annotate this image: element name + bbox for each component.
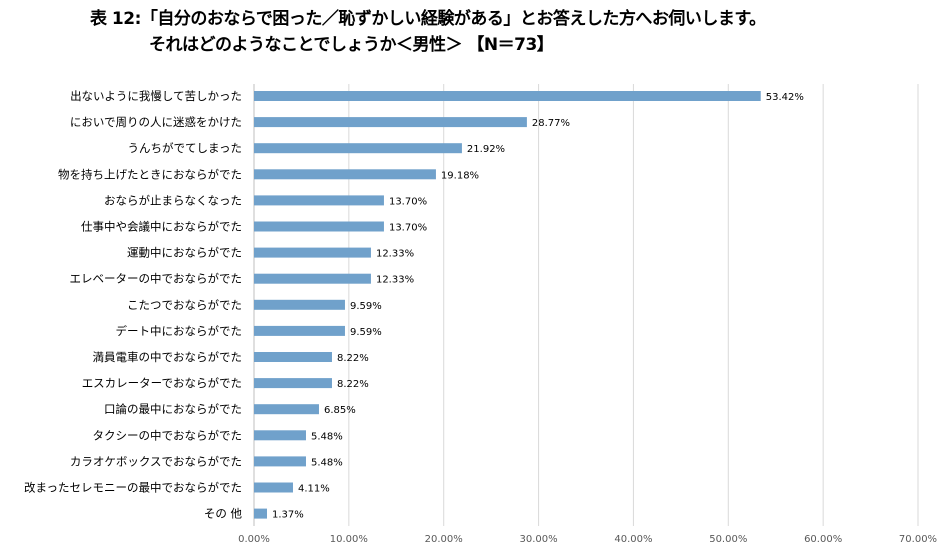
data-label: 19.18% <box>441 170 479 181</box>
data-label: 21.92% <box>467 144 505 155</box>
data-label: 13.70% <box>389 196 427 207</box>
bar <box>254 299 345 310</box>
bar <box>254 352 332 362</box>
category-label: デート中におならがでた <box>116 324 243 338</box>
bar <box>254 143 462 154</box>
bar <box>254 456 306 467</box>
category-label: 運動中におならがでた <box>127 246 242 260</box>
bar <box>254 508 267 519</box>
category-label: 物を持ち上げたときにおならがでた <box>58 167 242 181</box>
bar <box>254 378 332 389</box>
category-label: エスカレーターでおならがでた <box>82 376 242 390</box>
category-label: おならが止まらなくなった <box>104 193 242 207</box>
data-label: 13.70% <box>389 223 427 234</box>
category-label: 満員電車の中でおならがでた <box>93 350 243 364</box>
bar <box>254 482 293 493</box>
data-label: 12.33% <box>376 249 414 260</box>
category-label: 出ないように我慢して苦しかった <box>70 89 242 103</box>
x-tick-label: 10.00% <box>330 534 368 545</box>
category-label: その 他 <box>204 507 243 521</box>
category-label: 改まったセレモニーの最中でおならがでた <box>24 481 242 495</box>
bar <box>254 117 527 128</box>
category-label: タクシーの中でおならがでた <box>93 428 243 442</box>
category-label: 仕事中や会議中におならがでた <box>81 220 242 234</box>
data-label: 12.33% <box>376 275 414 286</box>
category-label: カラオケボックスでおならがでた <box>70 454 242 468</box>
bar <box>254 404 319 415</box>
bar <box>254 195 384 206</box>
x-tick-label: 40.00% <box>614 534 652 545</box>
x-tick-label: 20.00% <box>425 534 463 545</box>
category-label: こたつでおならがでた <box>127 298 242 312</box>
data-label: 5.48% <box>311 457 343 468</box>
x-tick-label: 70.00% <box>899 534 937 545</box>
data-label: 53.42% <box>766 92 804 103</box>
bar <box>254 273 371 284</box>
data-label: 8.22% <box>337 353 369 364</box>
bar <box>254 325 345 336</box>
x-tick-label: 50.00% <box>709 534 747 545</box>
bar <box>254 221 384 232</box>
bar <box>254 430 306 441</box>
data-label: 4.11% <box>298 484 330 495</box>
category-label: うんちがでてしまった <box>127 141 242 155</box>
x-tick-label: 0.00% <box>238 534 270 545</box>
category-label: エレベーターの中でおならがでた <box>70 272 243 286</box>
category-label: 口論の最中におならがでた <box>104 402 242 416</box>
data-label: 9.59% <box>350 301 382 312</box>
category-label: においで周りの人に迷惑をかけた <box>70 115 242 129</box>
data-label: 1.37% <box>272 510 304 521</box>
data-label: 28.77% <box>532 118 570 129</box>
data-label: 9.59% <box>350 327 382 338</box>
x-tick-label: 60.00% <box>804 534 842 545</box>
data-label: 8.22% <box>337 379 369 390</box>
data-label: 5.48% <box>311 431 343 442</box>
chart-title-line2: それはどのようなことでしょうか＜男性＞ 【N＝73】 <box>149 35 554 55</box>
data-label: 6.85% <box>324 405 356 416</box>
chart-title-line1: 表 12:「自分のおならで困った／恥ずかしい経験がある」とお答えした方へお伺いし… <box>90 9 766 29</box>
bar <box>254 169 436 180</box>
bar <box>254 247 371 258</box>
x-tick-label: 30.00% <box>520 534 558 545</box>
bar <box>254 91 761 101</box>
